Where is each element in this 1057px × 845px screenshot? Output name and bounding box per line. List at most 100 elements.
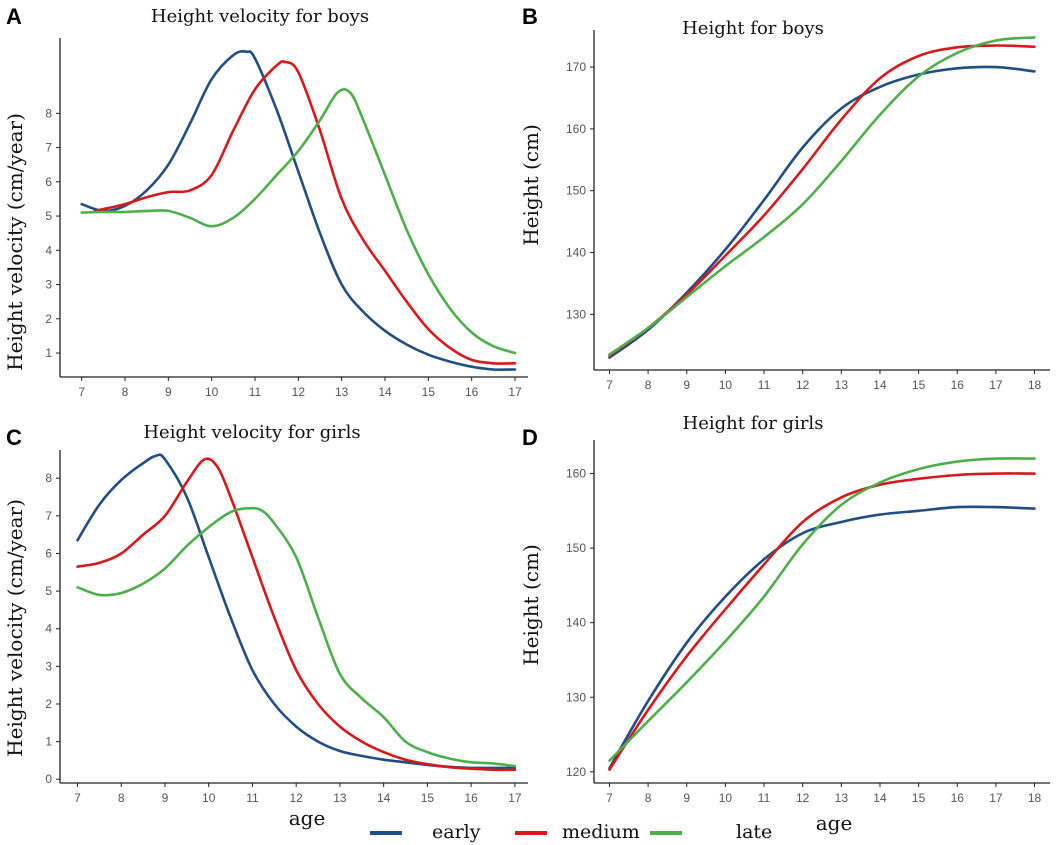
y-tick-label: 140: [566, 246, 586, 260]
x-tick-label: 10: [205, 385, 219, 399]
panel-b-series-late: [608, 36, 1036, 356]
x-tick-label: 12: [290, 791, 304, 805]
legend: early medium late: [370, 821, 772, 843]
y-tick-label: 6: [45, 546, 52, 560]
y-tick-label: 2: [45, 312, 52, 326]
x-tick-label: 12: [292, 385, 306, 399]
panel-d-series-early: [608, 505, 1036, 770]
legend-label-early: early: [432, 821, 481, 843]
bottom-xlabel: age: [289, 806, 326, 830]
x-tick-label: 17: [508, 791, 522, 805]
panel-letter-c: C: [6, 425, 22, 450]
y-tick-label: 150: [566, 541, 586, 555]
y-tick-label: 150: [566, 184, 586, 198]
x-tick-label: 16: [951, 791, 965, 805]
panel-c-ylabel: Height velocity (cm/year): [3, 499, 27, 757]
panel-c-series-early: [76, 453, 517, 770]
y-tick-label: 160: [566, 122, 586, 136]
x-tick-label: 16: [464, 791, 478, 805]
y-tick-label: 130: [566, 307, 586, 321]
x-tick-label: 7: [78, 385, 85, 399]
x-tick-label: 14: [378, 385, 392, 399]
panel-b-series-early: [608, 65, 1036, 359]
x-tick-label: 14: [873, 791, 887, 805]
legend-label-medium: medium: [562, 821, 640, 843]
x-tick-label: 13: [835, 378, 849, 392]
y-tick-label: 5: [45, 209, 52, 223]
x-tick-label: 18: [1028, 378, 1042, 392]
y-tick-label: 7: [45, 141, 52, 155]
panel-a-title: Height velocity for boys: [151, 6, 369, 27]
y-tick-label: 3: [45, 278, 52, 292]
x-tick-label: 15: [422, 385, 436, 399]
x-tick-label: 17: [989, 378, 1003, 392]
y-tick-label: 1: [45, 346, 52, 360]
y-tick-label: 120: [566, 765, 586, 779]
x-tick-label: 8: [118, 791, 125, 805]
panel-a-series-early: [80, 50, 517, 371]
x-tick-label: 9: [683, 791, 690, 805]
x-tick-label: 17: [989, 791, 1003, 805]
y-tick-label: 8: [45, 471, 52, 485]
x-tick-label: 10: [719, 378, 733, 392]
x-tick-label: 11: [758, 791, 771, 805]
panel-c-series-late: [76, 506, 517, 768]
y-tick-label: 0: [45, 772, 52, 786]
y-tick-label: 2: [45, 697, 52, 711]
x-tick-label: 15: [912, 791, 926, 805]
panel-d-title: Height for girls: [683, 413, 824, 434]
y-tick-label: 130: [566, 690, 586, 704]
panel-c-series-medium: [76, 457, 517, 772]
panel-d-xlabel: age: [816, 811, 853, 835]
x-tick-label: 10: [719, 791, 733, 805]
y-tick-label: 4: [45, 622, 52, 636]
y-tick-label: 170: [566, 60, 586, 74]
panel-letter-a: A: [6, 4, 22, 29]
panel-b: B Height for boys Height (cm) 7 8 9 10 11 12 1…: [519, 4, 1050, 392]
x-tick-label: 12: [796, 378, 810, 392]
y-tick-label: 160: [566, 467, 586, 481]
x-tick-label: 13: [333, 791, 347, 805]
panel-b-title: Height for boys: [682, 18, 824, 39]
x-tick-label: 16: [465, 385, 479, 399]
x-tick-label: 11: [249, 385, 262, 399]
x-tick-label: 18: [1028, 791, 1042, 805]
x-tick-label: 8: [122, 385, 129, 399]
x-tick-label: 15: [912, 378, 926, 392]
y-tick-label: 5: [45, 584, 52, 598]
y-tick-label: 4: [45, 243, 52, 257]
x-tick-label: 11: [246, 791, 259, 805]
panel-letter-b: B: [522, 4, 538, 29]
x-tick-label: 15: [421, 791, 435, 805]
legend-label-late: late: [736, 821, 772, 843]
y-tick-label: 140: [566, 616, 586, 630]
x-tick-label: 14: [377, 791, 391, 805]
panel-a: A Height velocity for boys Height veloci…: [3, 4, 528, 399]
panel-d-series-medium: [608, 472, 1036, 771]
x-tick-label: 8: [645, 791, 652, 805]
panel-letter-d: D: [522, 425, 538, 450]
panel-b-ylabel: Height (cm): [519, 124, 543, 246]
x-tick-label: 9: [162, 791, 169, 805]
panel-c: C Height velocity for girls Height veloc…: [3, 422, 528, 805]
panel-c-title: Height velocity for girls: [143, 422, 360, 443]
y-tick-label: 6: [45, 175, 52, 189]
y-tick-label: 1: [45, 735, 52, 749]
x-tick-label: 17: [508, 385, 522, 399]
panel-b-series-medium: [608, 44, 1036, 358]
panel-a-series-medium: [93, 60, 517, 365]
panel-a-series-late: [80, 88, 517, 355]
panel-d-ylabel: Height (cm): [519, 544, 543, 666]
y-tick-label: 8: [45, 106, 52, 120]
x-tick-label: 7: [606, 791, 613, 805]
x-tick-label: 10: [202, 791, 216, 805]
y-tick-label: 3: [45, 659, 52, 673]
x-tick-label: 7: [74, 791, 81, 805]
panel-d-series-late: [608, 457, 1036, 762]
x-tick-label: 13: [835, 791, 849, 805]
x-tick-label: 7: [606, 378, 613, 392]
y-tick-label: 7: [45, 509, 52, 523]
x-tick-label: 11: [758, 378, 771, 392]
panel-a-ylabel: Height velocity (cm/year): [3, 113, 27, 371]
